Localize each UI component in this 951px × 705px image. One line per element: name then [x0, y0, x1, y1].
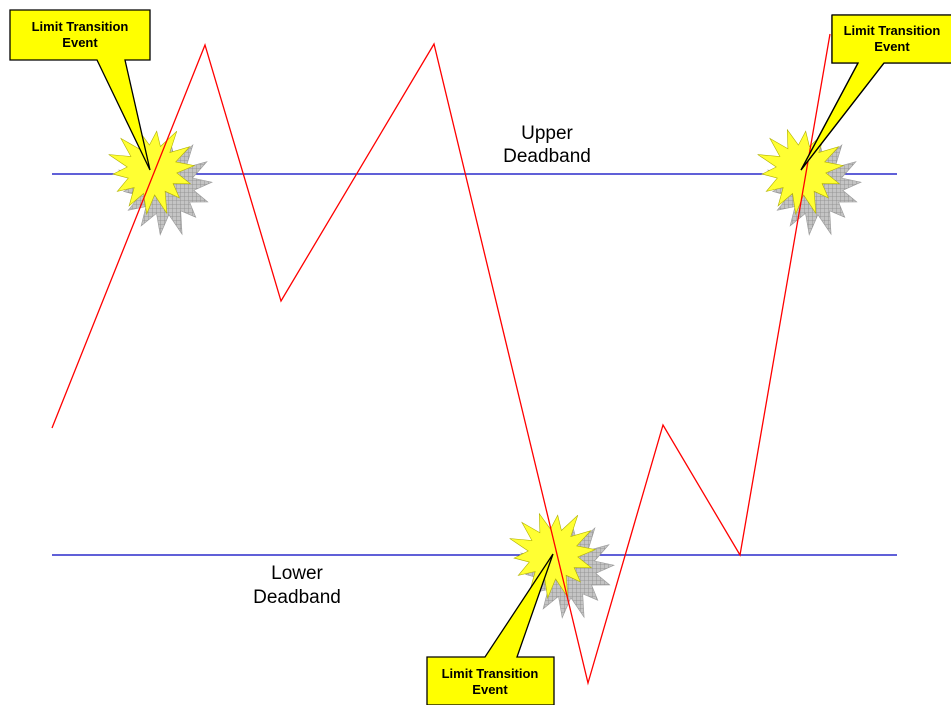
lower-deadband-label: Lower Deadband — [253, 563, 341, 608]
svg-text:Lower: Lower — [271, 563, 323, 584]
svg-text:Deadband: Deadband — [253, 587, 341, 608]
svg-text:Event: Event — [62, 35, 98, 50]
event-marker-upper-right — [757, 128, 862, 236]
upper-deadband-label: Upper Deadband — [503, 123, 591, 167]
svg-text:Event: Event — [472, 682, 508, 697]
starburst-icon — [108, 128, 196, 216]
svg-text:Limit Transition: Limit Transition — [32, 19, 129, 34]
callout-limit-transition-1: Limit Transition Event — [9, 9, 151, 171]
svg-text:Event: Event — [874, 39, 910, 54]
svg-text:Upper: Upper — [521, 123, 573, 144]
signal-line — [51, 33, 831, 686]
starburst-icon — [757, 128, 845, 216]
svg-text:Limit Transition: Limit Transition — [442, 666, 539, 681]
event-marker-upper-left — [108, 128, 213, 236]
callout-limit-transition-2: Limit Transition Event — [800, 14, 951, 171]
svg-text:Limit Transition: Limit Transition — [844, 23, 941, 38]
callout-limit-transition-3: Limit Transition Event — [426, 553, 555, 705]
svg-text:Deadband: Deadband — [503, 146, 591, 167]
